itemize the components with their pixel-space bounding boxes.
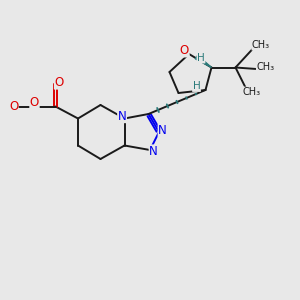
Text: N: N <box>158 124 167 137</box>
Text: O: O <box>9 100 18 113</box>
Polygon shape <box>195 55 212 68</box>
Text: N: N <box>118 110 127 123</box>
Text: CH₃: CH₃ <box>243 87 261 97</box>
Text: H: H <box>193 81 200 92</box>
Text: H: H <box>197 53 205 63</box>
Text: CH₃: CH₃ <box>256 62 274 73</box>
Text: O: O <box>55 76 64 89</box>
Text: O: O <box>30 96 39 110</box>
Text: O: O <box>180 44 189 57</box>
Text: CH₃: CH₃ <box>252 40 270 50</box>
Text: N: N <box>149 145 158 158</box>
